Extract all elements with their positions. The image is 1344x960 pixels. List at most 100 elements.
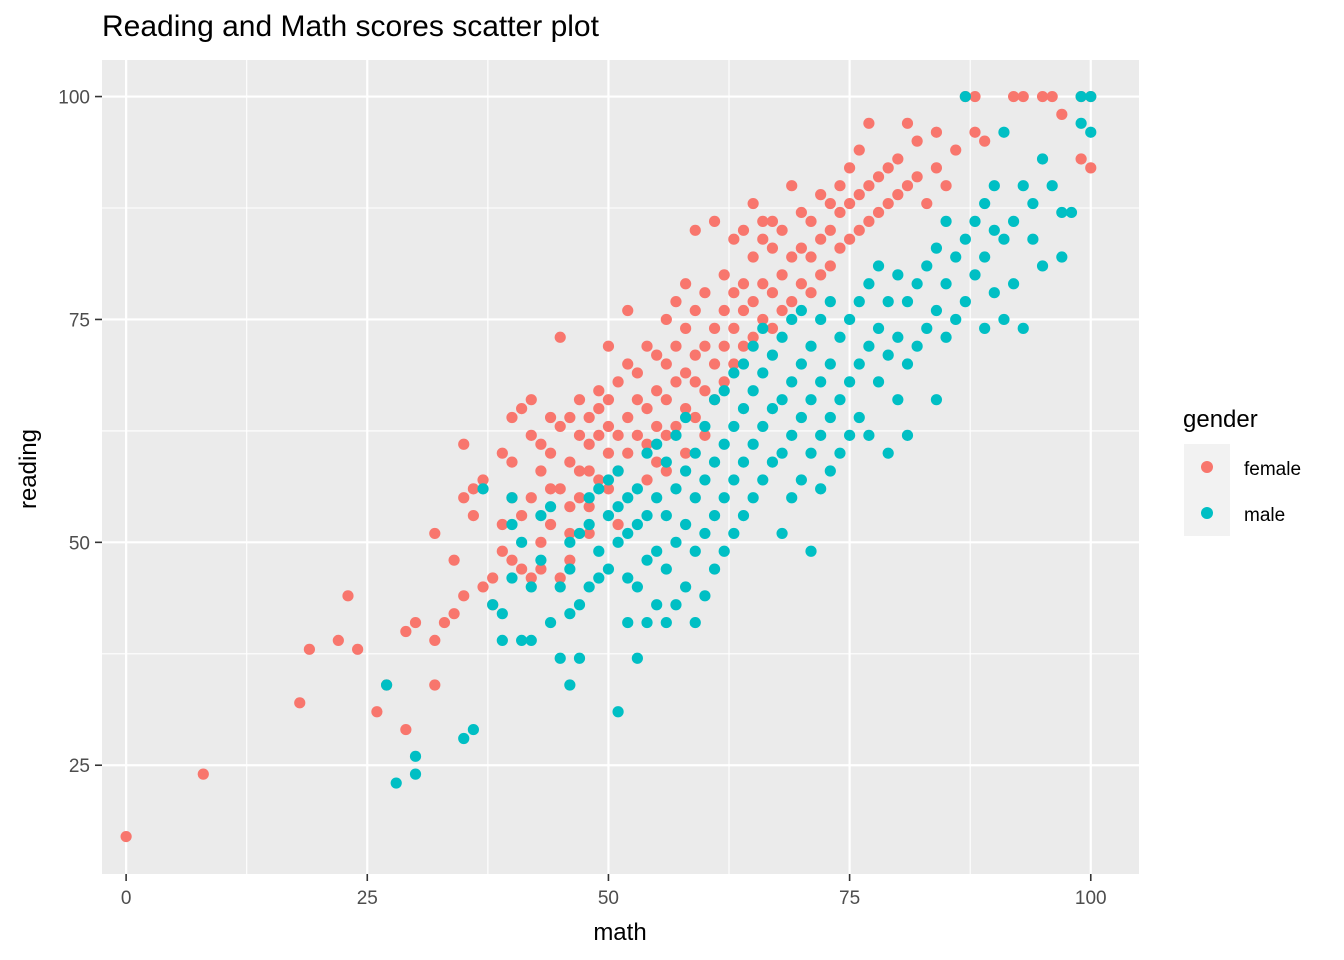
point-female — [901, 117, 914, 129]
point-female — [583, 465, 595, 477]
point-female — [660, 313, 672, 326]
point-female — [496, 545, 508, 557]
point-male — [467, 723, 479, 736]
point-female — [197, 768, 209, 780]
point-female — [824, 224, 836, 236]
point-female — [535, 563, 547, 575]
point-female — [805, 215, 817, 227]
point-male — [979, 197, 991, 210]
point-male — [535, 554, 547, 566]
point-female — [853, 224, 865, 236]
point-female — [535, 438, 547, 450]
point-female — [651, 349, 663, 361]
point-male — [660, 563, 672, 575]
point-female — [805, 251, 817, 263]
point-male — [766, 456, 779, 468]
point-female — [506, 554, 518, 566]
point-male — [911, 340, 923, 352]
point-female — [844, 233, 856, 245]
point-male — [998, 233, 1010, 245]
point-male — [506, 518, 518, 531]
point-male — [660, 509, 672, 522]
point-male — [950, 313, 962, 326]
point-female — [641, 340, 653, 352]
point-male — [525, 581, 537, 593]
point-male — [979, 322, 991, 334]
point-female — [872, 206, 885, 219]
point-male — [680, 581, 692, 593]
point-female — [506, 456, 518, 468]
point-male — [554, 652, 566, 664]
point-female — [911, 171, 923, 183]
point-male — [1036, 260, 1049, 272]
point-male — [795, 474, 807, 486]
point-male — [834, 447, 846, 459]
point-male — [795, 358, 807, 370]
point-male — [872, 376, 885, 388]
point-male — [786, 492, 798, 504]
point-female — [747, 331, 759, 343]
point-female — [979, 135, 991, 147]
point-female — [573, 465, 586, 477]
point-female — [448, 608, 460, 620]
point-male — [409, 750, 422, 762]
point-male — [1017, 322, 1029, 334]
point-female — [844, 162, 856, 174]
point-male — [853, 358, 865, 370]
point-female — [834, 180, 846, 192]
point-male — [689, 616, 701, 629]
point-male — [699, 527, 711, 540]
point-female — [641, 474, 653, 486]
point-female — [651, 456, 663, 468]
point-female — [950, 144, 962, 156]
point-male — [487, 599, 499, 611]
point-female — [1085, 162, 1097, 174]
point-female — [680, 322, 692, 334]
point-female — [853, 144, 865, 156]
point-male — [805, 394, 817, 406]
point-male — [1056, 251, 1068, 263]
point-female — [815, 189, 827, 201]
point-male — [612, 536, 624, 548]
point-male — [1046, 180, 1058, 192]
point-male — [593, 572, 605, 584]
point-female — [882, 197, 894, 210]
point-male — [737, 509, 750, 522]
point-male — [718, 438, 730, 450]
point-male — [622, 572, 634, 584]
point-female — [1075, 153, 1087, 165]
point-male — [602, 509, 615, 522]
point-female — [506, 411, 518, 424]
point-female — [593, 385, 605, 397]
point-female — [689, 376, 701, 388]
point-male — [680, 411, 692, 424]
point-male — [708, 563, 721, 575]
point-male — [824, 358, 836, 370]
point-male — [612, 501, 624, 513]
point-female — [815, 269, 827, 281]
point-male — [950, 251, 962, 263]
point-female — [718, 376, 730, 388]
point-female — [583, 501, 595, 513]
y-tick-label: 50 — [69, 533, 90, 554]
point-male — [988, 224, 1000, 236]
point-female — [496, 518, 508, 531]
point-male — [940, 278, 952, 290]
point-male — [718, 545, 730, 557]
point-male — [670, 536, 682, 548]
point-male — [892, 331, 904, 343]
point-female — [680, 403, 692, 415]
point-female — [487, 572, 499, 584]
point-female — [602, 483, 615, 495]
point-male — [699, 590, 711, 602]
point-male — [882, 296, 894, 308]
point-male — [699, 420, 711, 433]
point-female — [593, 403, 605, 415]
point-female — [795, 242, 807, 254]
point-female — [622, 447, 634, 459]
point-male — [776, 447, 788, 459]
point-female — [699, 429, 711, 441]
point-female — [718, 340, 730, 352]
point-male — [544, 616, 557, 629]
point-male — [959, 296, 971, 308]
